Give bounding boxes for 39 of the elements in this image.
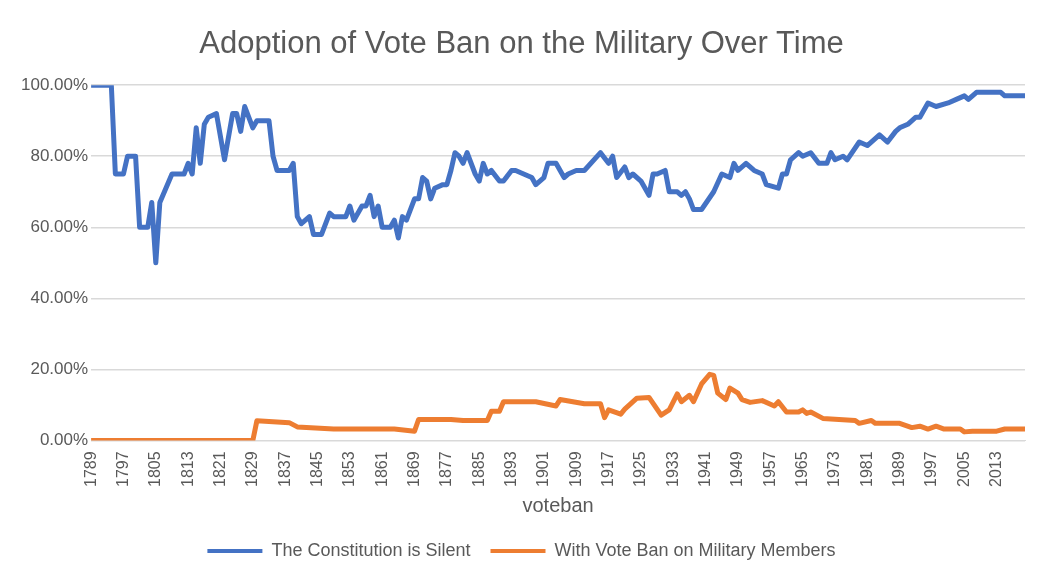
- y-tick-label: 100.00%: [20, 74, 89, 94]
- y-tick-label: 80.00%: [30, 145, 89, 165]
- legend-label: With Vote Ban on Military Members: [554, 539, 836, 560]
- x-tick-label: 1877: [437, 451, 455, 487]
- x-tick-label: 1797: [113, 451, 131, 487]
- x-tick-label: 1941: [696, 451, 714, 487]
- x-tick-label: 1805: [146, 451, 164, 487]
- x-tick-label: 1949: [728, 451, 746, 487]
- y-tick-label: 20.00%: [30, 359, 89, 379]
- x-tick-label: 1965: [793, 451, 811, 487]
- x-tick-label: 1981: [857, 451, 875, 487]
- x-tick-label: 2005: [954, 451, 972, 487]
- y-tick-label: 0.00%: [39, 430, 89, 450]
- x-tick-label: 1821: [210, 451, 228, 487]
- legend-label: The Constitution is Silent: [271, 539, 471, 560]
- x-tick-label: 1845: [307, 451, 325, 487]
- x-tick-label: 1901: [534, 451, 552, 487]
- x-tick-label: 1997: [922, 451, 940, 487]
- x-tick-label: 1973: [825, 451, 843, 487]
- x-tick-label: 2013: [987, 451, 1005, 487]
- x-axis-title: voteban: [522, 493, 594, 516]
- x-tick-label: 1989: [890, 451, 908, 487]
- x-tick-label: 1837: [275, 451, 293, 487]
- x-tick-label: 1933: [663, 451, 681, 487]
- x-tick-label: 1925: [631, 451, 649, 487]
- y-tick-label: 40.00%: [30, 288, 89, 308]
- x-tick-label: 1789: [81, 451, 99, 487]
- x-tick-label: 1917: [599, 451, 616, 487]
- x-tick-label: 1893: [501, 451, 519, 487]
- y-tick-label: 60.00%: [30, 216, 89, 236]
- x-tick-label: 1869: [404, 451, 422, 487]
- chart-title: Adoption of Vote Ban on the Military Over Time: [199, 25, 844, 61]
- x-tick-label: 1813: [178, 451, 196, 487]
- x-tick-label: 1957: [760, 451, 778, 487]
- x-tick-label: 1909: [566, 451, 584, 487]
- x-tick-label: 1861: [372, 451, 390, 487]
- x-tick-label: 1853: [340, 451, 358, 487]
- x-tick-label: 1829: [243, 451, 261, 487]
- x-tick-label: 1885: [469, 451, 487, 487]
